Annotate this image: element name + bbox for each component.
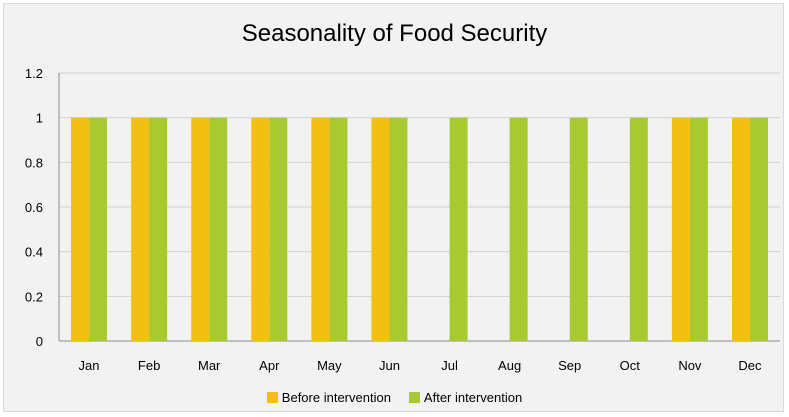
bar-before	[71, 118, 89, 341]
bar-after	[269, 118, 287, 341]
y-tick-label: 1	[36, 111, 43, 126]
chart-frame: Seasonality of Food Security 0 0.2 0.4 0.6 0…	[3, 3, 784, 412]
y-tick-label: 0.8	[25, 155, 43, 170]
bar-after	[149, 118, 167, 341]
legend-label-after: After intervention	[424, 390, 522, 405]
bar-after	[510, 118, 528, 341]
legend-swatch-after	[409, 392, 420, 403]
bar-after	[570, 118, 588, 341]
bar-before	[191, 118, 209, 341]
x-tick-label: Jun	[379, 358, 400, 373]
x-tick-label: Feb	[138, 358, 160, 373]
x-tick-label: Mar	[198, 358, 221, 373]
x-tick-label: May	[317, 358, 342, 373]
bar-before	[672, 118, 690, 341]
bar-before	[251, 118, 269, 341]
bar-after	[450, 118, 468, 341]
bar-after	[389, 118, 407, 341]
bar-before	[732, 118, 750, 341]
bar-before	[311, 118, 329, 341]
bar-before	[371, 118, 389, 341]
x-tick-label: Jul	[441, 358, 458, 373]
y-tick-label: 0.6	[25, 200, 43, 215]
x-tick-label: Jan	[79, 358, 100, 373]
legend: Before intervention After intervention	[4, 390, 785, 405]
x-tick-label: Aug	[498, 358, 521, 373]
y-tick-label: 0.4	[25, 245, 43, 260]
x-tick-label: Sep	[558, 358, 581, 373]
bar-after	[89, 118, 107, 341]
y-tick-label: 0	[36, 334, 43, 349]
x-tick-label: Apr	[259, 358, 280, 373]
x-tick-label: Nov	[678, 358, 702, 373]
legend-item-before: Before intervention	[267, 390, 391, 405]
bar-after	[630, 118, 648, 341]
x-tick-label: Dec	[738, 358, 762, 373]
y-tick-label: 1.2	[25, 66, 43, 81]
bar-before	[131, 118, 149, 341]
bar-after	[750, 118, 768, 341]
bar-chart-plot: 0 0.2 0.4 0.6 0.8 1 1.2 Jan Feb Mar Apr May Jun Jul Au…	[4, 4, 785, 384]
y-tick-label: 0.2	[25, 289, 43, 304]
bar-after	[209, 118, 227, 341]
legend-swatch-before	[267, 392, 278, 403]
bar-after	[690, 118, 708, 341]
x-tick-label: Oct	[620, 358, 641, 373]
bar-after	[329, 118, 347, 341]
legend-item-after: After intervention	[409, 390, 522, 405]
legend-label-before: Before intervention	[282, 390, 391, 405]
